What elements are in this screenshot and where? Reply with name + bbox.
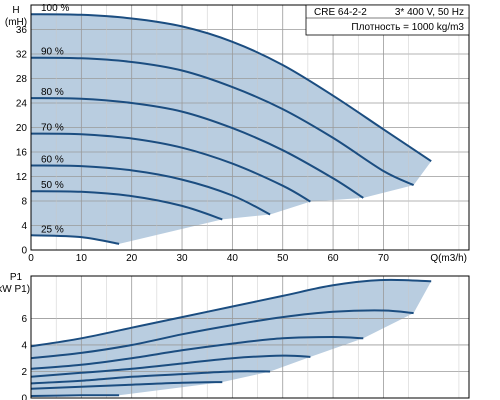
curve-80 (30, 97, 364, 199)
curve-label-80: 80 % (41, 87, 64, 98)
operating-area-fill (31, 14, 432, 244)
curve-25 (30, 394, 120, 397)
head-chart: 100 % 90 % 80 % 70 % 60 % 50 % 25 % 0 4 8 12 16 20 24… (5, 3, 470, 264)
y-tick-label: 0 (21, 394, 27, 400)
x-tick-label: 30 (176, 253, 188, 264)
x-tick-label: 40 (227, 253, 239, 264)
plot-frame (30, 275, 470, 399)
curve-50 (30, 381, 223, 390)
y-tick-label: 16 (16, 148, 28, 159)
pump-model: CRE 64-2-2 (314, 7, 367, 18)
x-tick-label: 70 (378, 253, 390, 264)
power-chart: 0 2 4 6 P1(kW P1) (0, 272, 470, 400)
curve-label-25: 25 % (41, 224, 64, 235)
curve-70 (30, 354, 311, 378)
curve-60 (30, 370, 271, 385)
y-axis-label: P1 (10, 272, 23, 283)
x-tick-label: 20 (126, 253, 138, 264)
y-tick-label: 32 (16, 50, 28, 61)
y-axis-label: H (12, 5, 19, 16)
operating-area-fill (31, 279, 432, 396)
y-tick-label: 36 (16, 25, 28, 36)
curve-90 (30, 309, 414, 360)
curve-label-70: 70 % (41, 123, 64, 134)
curve-100 (30, 278, 432, 348)
curve-70 (30, 132, 311, 203)
info-box (305, 4, 470, 36)
curve-50 (30, 190, 223, 221)
x-tick-label: 50 (277, 253, 289, 264)
x-tick-label: 60 (328, 253, 340, 264)
fluid-density: Плотность = 1000 kg/m3 (351, 22, 464, 33)
y-tick-label: 12 (16, 172, 28, 183)
curve-90 (30, 56, 415, 187)
y-tick-label: 28 (16, 74, 28, 85)
curve-80 (30, 335, 364, 370)
curve-100 (30, 13, 432, 163)
plot-frame (30, 4, 470, 251)
x-tick-label: 0 (28, 253, 34, 264)
curve-60 (30, 164, 271, 216)
x-axis-label: Q(m3/h) (430, 253, 467, 264)
y-tick-label: 24 (16, 99, 28, 110)
y-tick-label: 0 (21, 246, 27, 257)
y-tick-label: 4 (21, 221, 27, 232)
y-tick-label: 20 (16, 123, 28, 134)
y-tick-label: 4 (21, 340, 27, 351)
y-tick-label: 6 (21, 314, 27, 325)
x-tick-label: 10 (76, 253, 88, 264)
curve-25 (30, 234, 120, 245)
curve-label-60: 60 % (41, 154, 64, 165)
curve-label-100: 100 % (41, 3, 69, 14)
y-axis-unit: (mH) (5, 17, 27, 28)
curve-label-50: 50 % (41, 180, 64, 191)
power-supply: 3* 400 V, 50 Hz (395, 7, 464, 18)
y-tick-label: 2 (21, 367, 27, 378)
curve-label-90: 90 % (41, 47, 64, 58)
y-axis-unit: (kW P1) (0, 284, 30, 295)
grid-lines (31, 5, 469, 250)
y-tick-label: 8 (21, 197, 27, 208)
